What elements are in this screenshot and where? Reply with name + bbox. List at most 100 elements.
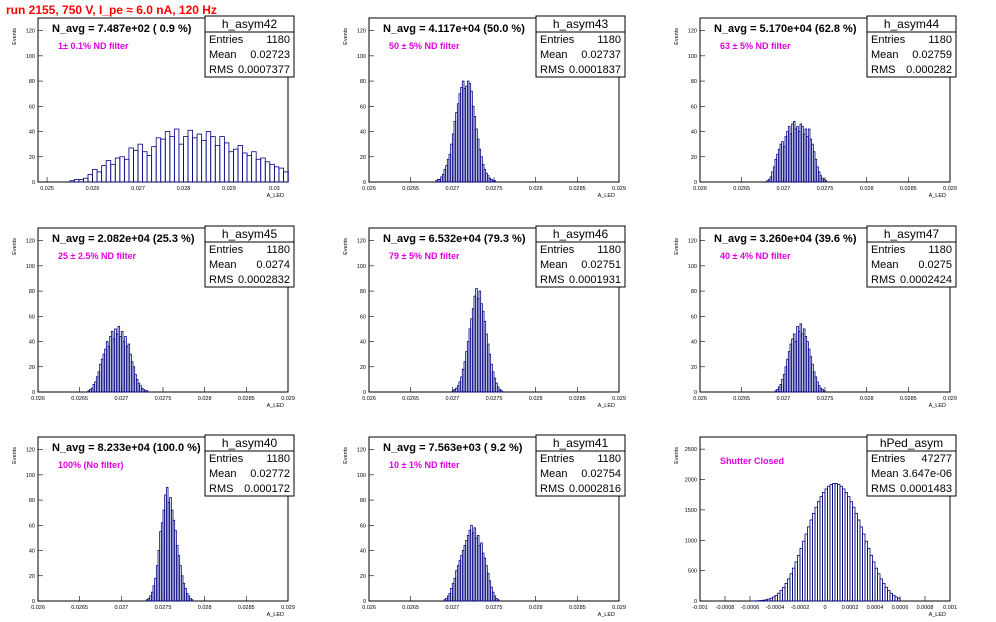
y-tick-label: 80: [360, 498, 366, 504]
stats-entries-label: Entries: [871, 244, 906, 256]
stats-entries-value: 1180: [266, 34, 290, 46]
stats-entries-label: Entries: [209, 244, 244, 256]
panels: 0.025 0.026 0.027 0.028 0.029 0.03 0 20 40 60 80 10…: [12, 15, 957, 618]
stats-rms-label: RMS: [871, 483, 895, 495]
stats-mean-value: 3.647e-06: [902, 468, 952, 480]
x-tick-label: 0.028: [860, 186, 874, 192]
histogram-bin: [146, 155, 153, 183]
y-tick-label: 120: [357, 29, 366, 35]
stats-rms-label: RMS: [209, 274, 233, 286]
histogram-bin: [283, 171, 289, 183]
y-tick-label: 100: [26, 473, 35, 479]
y-tick-label: 20: [691, 365, 697, 371]
y-tick-label: 20: [360, 574, 366, 580]
navg-label: N_avg = 5.170e+04 (62.8 %): [714, 23, 857, 35]
y-tick-label: 60: [691, 314, 697, 320]
x-tick-label: 0.028: [198, 396, 212, 402]
y-tick-label: 120: [26, 239, 35, 245]
navg-label: N_avg = 3.260e+04 (39.6 %): [714, 233, 857, 245]
stats-entries-label: Entries: [540, 244, 575, 256]
stats-rms-value: 0.0001837: [569, 64, 621, 76]
stats-mean-value: 0.02759: [912, 49, 952, 61]
histogram-bin: [69, 180, 75, 183]
x-tick-label: -0.0006: [741, 605, 760, 611]
histogram-bin: [105, 160, 112, 183]
y-tick-label: 100: [26, 264, 35, 270]
y-tick-label: 80: [29, 289, 35, 295]
histogram-bin: [228, 151, 234, 183]
histogram-bin: [87, 174, 93, 183]
x-axis-label: A_LED: [598, 193, 615, 199]
stats-mean-value: 0.02723: [250, 49, 290, 61]
x-tick-label: 0.026: [362, 186, 376, 192]
stats-box: [535, 31, 626, 78]
y-tick-label: 60: [691, 104, 697, 110]
stats-rms-value: 0.0007377: [238, 64, 290, 76]
histogram-bin: [205, 131, 212, 183]
histogram-bin: [133, 150, 139, 183]
histogram-bin: [187, 129, 193, 183]
x-tick-label: 0.028: [177, 186, 191, 192]
histogram-bin: [110, 163, 116, 183]
y-tick-label: 60: [360, 104, 366, 110]
y-tick-label: 120: [357, 448, 366, 454]
stats-entries-value: 47277: [921, 453, 952, 465]
x-tick-label: 0.0275: [486, 605, 503, 611]
stats-mean-label: Mean: [209, 259, 237, 271]
stats-entries-value: 1180: [597, 244, 621, 256]
x-tick-label: 0.0275: [817, 186, 834, 192]
stats-rms-label: RMS: [209, 64, 233, 76]
histogram-panel-h_asym45: 0.026 0.0265 0.027 0.0275 0.028 0.0285 0.029 0 2…: [12, 225, 295, 409]
histogram-panel-h_asym40: 0.026 0.0265 0.027 0.0275 0.028 0.0285 0.029 0 2…: [12, 434, 295, 618]
stats-rms-label: RMS: [209, 483, 233, 495]
x-tick-label: 0.0275: [155, 605, 172, 611]
histogram-bin: [101, 165, 107, 183]
stats-rms-value: 0.0001483: [900, 483, 952, 495]
histogram-bin: [278, 167, 284, 183]
y-axis-label: Events: [12, 28, 18, 45]
x-tick-label: 0.027: [131, 186, 145, 192]
histogram-panel-h_asym43: 0.026 0.0265 0.027 0.0275 0.028 0.0285 0.029 0 2…: [343, 15, 626, 199]
stats-title: h_asym42: [222, 17, 278, 31]
stats-rms-value: 0.0002424: [900, 274, 952, 286]
y-tick-label: 20: [691, 155, 697, 161]
histogram-bin: [173, 128, 180, 183]
histogram-bin: [223, 142, 230, 183]
stats-entries-value: 1180: [597, 34, 621, 46]
histogram-bin: [255, 158, 262, 183]
x-tick-label: 0.0008: [917, 605, 934, 611]
histogram-bin: [128, 147, 134, 183]
x-axis-label: A_LED: [929, 612, 946, 618]
y-tick-label: 0: [694, 180, 697, 186]
y-tick-label: 100: [688, 54, 697, 60]
y-axis-label: Events: [343, 238, 349, 255]
stats-entries-value: 1180: [928, 244, 952, 256]
x-tick-label: 0.0285: [569, 605, 586, 611]
stats-box: [204, 31, 295, 78]
histogram-bin: [192, 137, 198, 183]
y-tick-label: 80: [360, 79, 366, 85]
stats-entries-label: Entries: [209, 34, 244, 46]
histogram-bin: [145, 390, 149, 393]
histogram-bin: [190, 599, 194, 602]
y-tick-label: 1500: [685, 508, 697, 514]
y-tick-label: 0: [32, 390, 35, 396]
x-tick-label: 0.0004: [867, 605, 884, 611]
y-axis-label: Events: [12, 447, 18, 464]
y-tick-label: 100: [26, 54, 35, 60]
navg-label: N_avg = 4.117e+04 (50.0 %): [383, 23, 525, 35]
x-tick-label: 0: [823, 605, 826, 611]
y-tick-label: 40: [360, 549, 366, 555]
histogram-bin: [260, 157, 266, 183]
x-tick-label: 0.0285: [900, 396, 917, 402]
histogram-bin: [196, 133, 203, 183]
y-tick-label: 1000: [685, 538, 697, 544]
histogram-panel-h_asym41: 0.026 0.0265 0.027 0.0275 0.028 0.0285 0.029 0 2…: [343, 434, 626, 618]
y-tick-label: 20: [360, 365, 366, 371]
histogram-bin: [155, 137, 162, 183]
stats-rms-value: 0.000282: [906, 64, 952, 76]
x-tick-label: 0.026: [86, 186, 100, 192]
x-tick-label: 0.029: [281, 605, 295, 611]
stats-entries-value: 1180: [266, 453, 290, 465]
